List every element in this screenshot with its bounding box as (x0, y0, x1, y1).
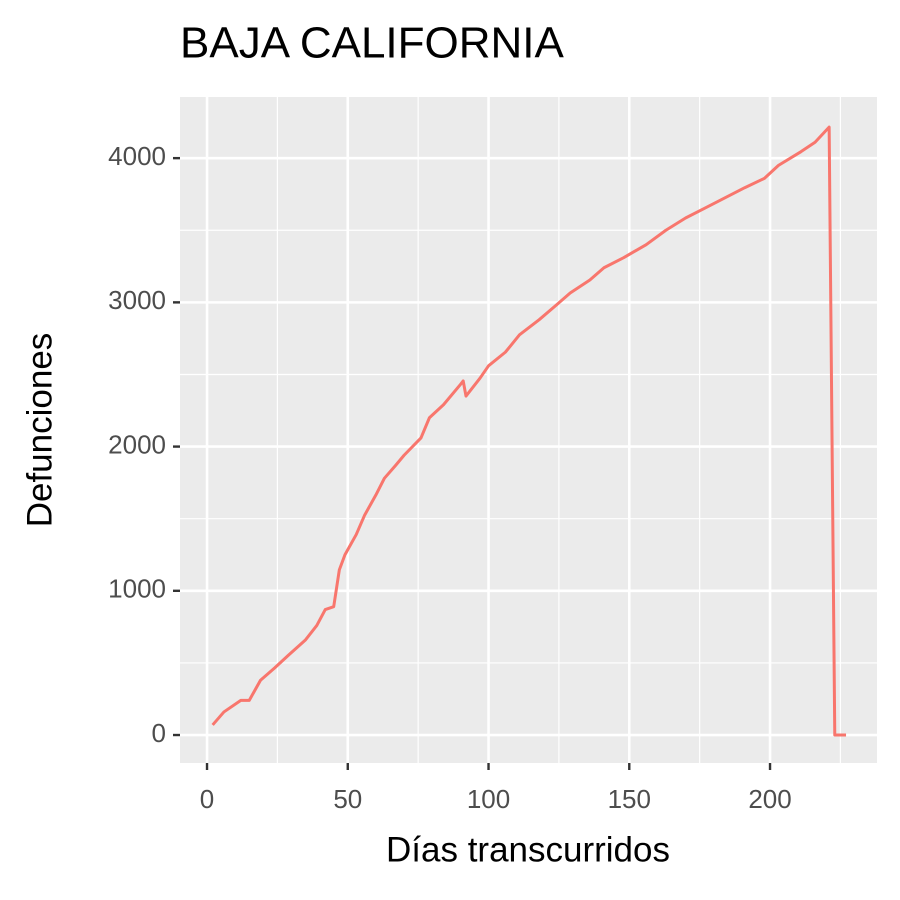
x-axis-title: Días transcurridos (386, 830, 670, 869)
y-tick-label: 0 (152, 718, 166, 748)
y-tick-label: 3000 (108, 285, 166, 315)
panel (180, 97, 877, 763)
marks (211, 125, 847, 737)
y-tick-label: 2000 (108, 429, 166, 459)
x-tick-label: 150 (608, 784, 651, 814)
y-tick-label: 4000 (108, 141, 166, 171)
x-tick-label: 200 (748, 784, 791, 814)
x-tick-label: 0 (200, 784, 214, 814)
x-tick-label: 50 (333, 784, 362, 814)
grid (180, 97, 877, 763)
x-tick-label: 100 (467, 784, 510, 814)
y-axis-title: Defunciones (20, 333, 59, 528)
data-line (211, 125, 847, 737)
y-tick-label: 1000 (108, 574, 166, 604)
chart-title: BAJA CALIFORNIA (180, 19, 565, 68)
